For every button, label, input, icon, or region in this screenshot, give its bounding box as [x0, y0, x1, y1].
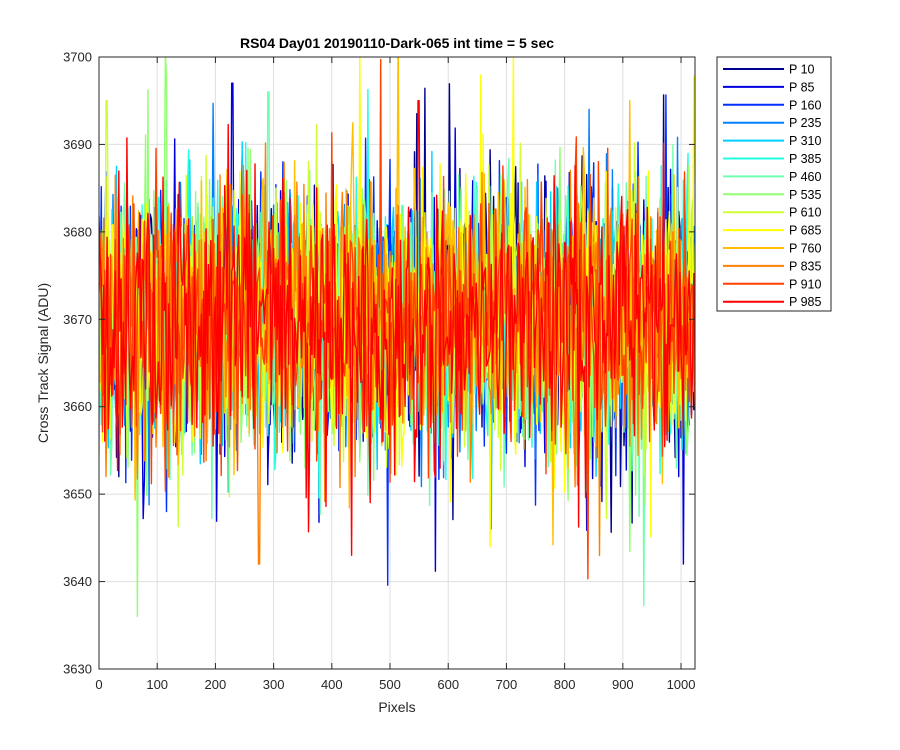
legend-label-p460: P 460: [789, 170, 821, 184]
x-tick-label: 0: [95, 677, 102, 692]
chart-title: RS04 Day01 20190110-Dark-065 int time = …: [240, 35, 554, 51]
legend-label-p385: P 385: [789, 152, 821, 166]
legend-label-p10: P 10: [789, 63, 815, 77]
tick-layer: 0 100 200 300 400 500 600 700 800 900 1000 3630 3640…: [63, 50, 695, 693]
series-line-p985: [99, 99, 695, 556]
x-tick-label: 800: [554, 677, 576, 692]
x-tick-label: 700: [496, 677, 518, 692]
x-tick-label: 1000: [667, 677, 696, 692]
series-line-p910: [99, 58, 695, 580]
legend-label-p910: P 910: [789, 277, 821, 291]
legend-items: P 10 P 85 P 160 P 235 P 310 P 385 P 460 P 535 P …: [723, 63, 821, 309]
x-tick-label: 600: [437, 677, 459, 692]
x-tick-label: 200: [205, 677, 227, 692]
series-layer: [99, 57, 695, 618]
y-tick-label: 3670: [63, 312, 92, 327]
x-axis-label: Pixels: [378, 699, 415, 715]
plot-frame: [98, 56, 696, 670]
legend[interactable]: P 10 P 85 P 160 P 235 P 310 P 385 P 460 P 535 P …: [716, 56, 832, 312]
y-tick-label: 3640: [63, 574, 92, 589]
x-tick-label: 300: [263, 677, 285, 692]
legend-label-p160: P 160: [789, 98, 821, 112]
legend-label-p760: P 760: [789, 242, 821, 256]
x-tick-label: 400: [321, 677, 343, 692]
legend-label-p235: P 235: [789, 116, 821, 130]
y-tick-label: 3650: [63, 487, 92, 502]
x-tick-label: 500: [379, 677, 401, 692]
legend-label-p310: P 310: [789, 134, 821, 148]
x-tick-label: 100: [146, 677, 168, 692]
y-tick-label: 3690: [63, 137, 92, 152]
y-tick-label: 3700: [63, 50, 92, 65]
y-axis-label: Cross Track Signal (ADU): [35, 283, 51, 443]
y-tick-label: 3630: [63, 662, 92, 677]
legend-label-p685: P 685: [789, 224, 821, 238]
x-tick-label: 900: [612, 677, 634, 692]
legend-label-p985: P 985: [789, 295, 821, 309]
legend-box: [716, 56, 832, 312]
legend-label-p85: P 85: [789, 80, 815, 94]
legend-label-p835: P 835: [789, 259, 821, 273]
legend-label-p535: P 535: [789, 188, 821, 202]
y-tick-label: 3680: [63, 224, 92, 239]
y-tick-label: 3660: [63, 399, 92, 414]
legend-label-p610: P 610: [789, 206, 821, 220]
